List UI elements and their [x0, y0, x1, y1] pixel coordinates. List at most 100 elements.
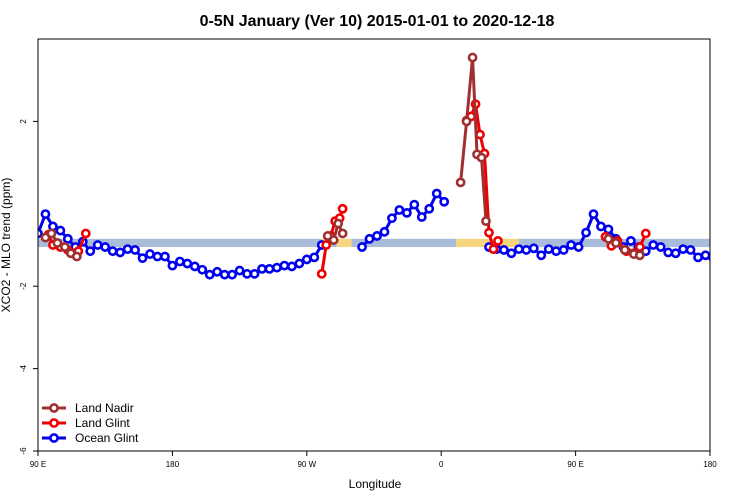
ocean-glint-point	[685, 245, 696, 255]
ocean-glint-point	[700, 250, 710, 261]
legend-marker-land-glint	[49, 418, 59, 428]
ocean-glint-point	[234, 265, 245, 276]
series-ocean-glint	[38, 188, 710, 280]
land-glint-point	[80, 228, 91, 239]
x-tick-label: 180	[703, 460, 717, 469]
ocean-glint-point	[145, 249, 155, 259]
ocean-glint-point	[693, 252, 703, 263]
legend-label-land-glint: Land Glint	[75, 416, 130, 430]
land-nadir-point	[455, 177, 466, 188]
series-layer	[38, 52, 710, 280]
ocean-glint-point	[588, 209, 599, 219]
land-nadir-point	[52, 238, 63, 248]
ocean-glint-point	[663, 247, 674, 258]
x-axis-label: Longitude	[349, 477, 402, 491]
y-tick-label: -4	[19, 364, 28, 372]
ocean-glint-point	[204, 269, 215, 280]
ocean-glint-point	[558, 245, 569, 255]
land-nadir-point	[333, 218, 344, 229]
ocean-glint-point	[100, 242, 111, 252]
land-nadir-point	[619, 245, 630, 255]
x-tick-label: 90 W	[297, 460, 316, 469]
ocean-glint-point	[92, 240, 103, 250]
ocean-glint-point	[174, 256, 185, 267]
ocean-glint-point	[257, 263, 267, 274]
land-nadir-point	[59, 242, 70, 252]
ocean-glint-point	[122, 244, 133, 255]
ocean-glint-point	[197, 264, 208, 275]
ocean-glint-point	[301, 254, 312, 265]
x-tick-label: 90 E	[30, 460, 46, 469]
ocean-glint-point	[137, 253, 148, 264]
x-tick-label: 0	[439, 460, 444, 469]
ocean-glint-point	[431, 188, 442, 199]
land-nadir-point	[337, 228, 348, 239]
ocean-glint-point	[379, 226, 390, 237]
ocean-glint-point	[670, 248, 681, 259]
series-land-nadir	[40, 52, 645, 262]
x-tick-label: 90 E	[567, 460, 583, 469]
ocean-glint-point	[499, 245, 509, 255]
band-segment-3	[336, 238, 352, 248]
legend-marker-land-nadir	[49, 403, 59, 413]
ocean-glint-point	[107, 246, 118, 257]
land-nadir-point	[46, 228, 57, 239]
ocean-glint-point	[182, 258, 193, 269]
ocean-glint-point	[387, 213, 397, 224]
ocean-glint-point	[279, 260, 290, 271]
ocean-glint-point	[272, 262, 282, 273]
ocean-glint-point	[249, 268, 260, 279]
ocean-glint-point	[551, 246, 562, 257]
land-nadir-point	[328, 235, 339, 245]
land-glint-point	[337, 203, 348, 214]
ocean-glint-point	[439, 196, 450, 207]
x-tick-label: 180	[166, 460, 180, 469]
ocean-glint-point	[581, 227, 591, 238]
ocean-glint-point	[286, 261, 297, 272]
ocean-glint-point	[219, 269, 230, 280]
ocean-glint-point	[543, 244, 554, 255]
ocean-glint-point	[130, 245, 140, 255]
ocean-glint-point	[115, 247, 126, 258]
ocean-glint-point	[648, 240, 659, 250]
ocean-glint-point	[394, 205, 405, 215]
land-nadir-line-2	[459, 57, 488, 222]
y-axis-label: XCO2 - MLO trend (ppm)	[0, 178, 13, 313]
ocean-glint-point	[528, 243, 539, 254]
land-nadir-point	[481, 216, 491, 227]
ocean-glint-point	[372, 231, 382, 241]
ocean-glint-point	[603, 224, 614, 235]
ocean-glint-point	[242, 268, 252, 279]
land-nadir-point	[476, 152, 487, 163]
legend-marker-ocean-glint	[49, 433, 59, 443]
ocean-glint-point	[596, 221, 606, 232]
land-nadir-point	[461, 116, 472, 127]
land-nadir-point	[71, 251, 82, 262]
ocean-glint-point	[513, 244, 524, 255]
legend-label-ocean-glint: Ocean Glint	[75, 431, 139, 445]
ocean-glint-point	[160, 251, 170, 262]
plot-frame	[37, 38, 711, 452]
ocean-glint-point	[416, 212, 427, 222]
ocean-glint-point	[212, 266, 223, 277]
ocean-glint-point	[625, 235, 636, 246]
ocean-glint-point	[85, 246, 96, 257]
ocean-glint-point	[364, 233, 375, 244]
ocean-glint-point	[189, 261, 200, 272]
land-glint-point	[493, 235, 503, 246]
ocean-glint-point	[357, 242, 367, 252]
ocean-glint-point	[227, 269, 238, 280]
land-nadir-point	[467, 52, 478, 63]
ocean-glint-point	[62, 233, 73, 244]
ocean-glint-point	[424, 203, 435, 214]
ocean-glint-point	[309, 252, 320, 263]
ocean-glint-point	[655, 242, 666, 252]
y-tick-label: -2	[19, 282, 28, 290]
y-tick-label: 2	[19, 119, 28, 124]
chart-title: 0-5N January (Ver 10) 2015-01-01 to 2020…	[200, 13, 555, 30]
ocean-glint-point	[401, 207, 412, 218]
ocean-glint-point	[167, 260, 178, 271]
legend-label-land-nadir: Land Nadir	[75, 401, 134, 415]
ocean-glint-point	[55, 225, 66, 236]
